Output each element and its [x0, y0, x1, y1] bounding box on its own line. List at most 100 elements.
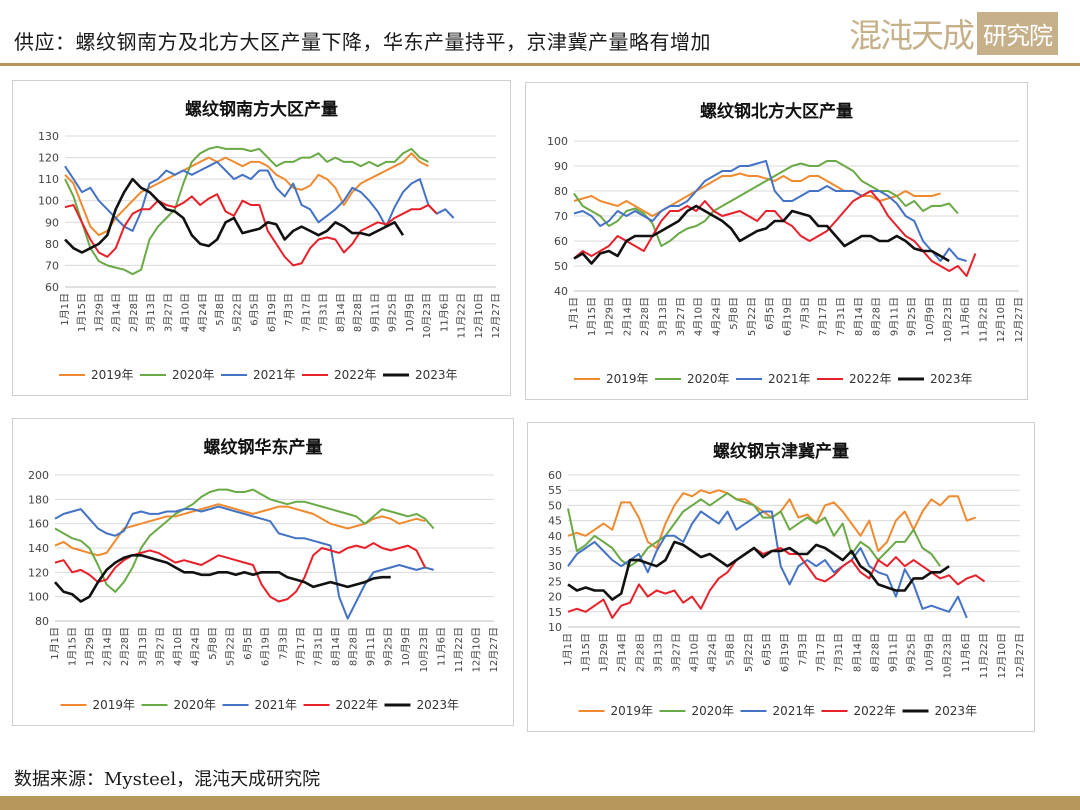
- x-tick-label: 2月14日: [616, 633, 628, 672]
- x-tick-label: 1月29日: [84, 627, 96, 666]
- legend-label-2022: 2022年: [336, 698, 379, 712]
- y-tick-label: 80: [45, 238, 59, 251]
- chart-title: 螺纹钢京津冀产量: [713, 441, 849, 462]
- y-tick-label: 10: [548, 621, 562, 634]
- x-tick-label: 7月3日: [277, 627, 289, 660]
- chart-south: 螺纹钢南方大区产量 60 70 80 90 100 110 120 130 1月1日 1月15日 1月…: [38, 99, 502, 382]
- legend-label-2021: 2021年: [253, 368, 296, 382]
- x-tick-label: 3月13日: [657, 297, 669, 336]
- chart-east: 螺纹钢华东产量 80 100 120 140 160 180 200 1月1日 1月15日 1月29…: [28, 437, 500, 712]
- x-tick-label: 3月13日: [145, 293, 157, 332]
- x-tick-label: 7月3日: [283, 293, 295, 326]
- legend-label-2023: 2023年: [935, 704, 978, 718]
- y-tick-label: 100: [547, 135, 568, 148]
- x-tick-label: 3月27日: [162, 293, 174, 332]
- x-tick-label: 1月15日: [586, 297, 598, 336]
- y-tick-label: 80: [35, 615, 49, 628]
- x-tick-label: 10月23日: [942, 297, 954, 342]
- x-tick-label: 2月28日: [128, 293, 140, 332]
- y-tick-label: 60: [45, 281, 59, 294]
- series-line-2023: [64, 177, 405, 254]
- legend-label-2022: 2022年: [854, 704, 897, 718]
- legend-label-2021: 2021年: [768, 372, 811, 386]
- y-tick-label: 30: [548, 560, 562, 573]
- series-line-2019: [54, 503, 426, 557]
- x-tick-label: 12月27日: [1014, 633, 1026, 678]
- x-tick-label: 4月24日: [189, 627, 201, 666]
- y-tick-label: 60: [554, 235, 568, 248]
- chart-panel-north: 螺纹钢北方大区产量 40 50 60 70 80 90 100 1月1日 1月15日 1月29日 2月…: [525, 82, 1028, 400]
- legend-label-2019: 2019年: [91, 368, 134, 382]
- x-tick-label: 10月23日: [418, 627, 430, 672]
- x-tick-label: 9月25日: [383, 627, 395, 666]
- legend-label-2022: 2022年: [334, 368, 377, 382]
- x-tick-label: 7月31日: [835, 297, 847, 336]
- page-title: 供应：螺纹钢南方及北方大区产量下降，华东产量持平，京津冀产量略有增加: [14, 30, 711, 54]
- legend-label-2020: 2020年: [174, 698, 217, 712]
- chart-title: 螺纹钢南方大区产量: [185, 99, 338, 120]
- series-line-2021: [64, 160, 455, 232]
- y-tick-label: 80: [554, 185, 568, 198]
- series-line-2022: [573, 190, 977, 277]
- x-tick-label: 12月10日: [996, 633, 1008, 678]
- data-source: 数据来源：Mysteel，混沌天成研究院: [14, 769, 321, 790]
- series-line-2020: [573, 160, 959, 247]
- x-tick-label: 12月10日: [995, 297, 1007, 342]
- x-tick-label: 3月27日: [670, 633, 682, 672]
- series-line-2020: [567, 492, 942, 568]
- y-tick-label: 40: [548, 530, 562, 543]
- y-tick-label: 200: [28, 469, 49, 482]
- x-tick-label: 2月14日: [102, 627, 114, 666]
- x-tick-label: 9月11日: [888, 297, 900, 336]
- series-line-2020: [54, 488, 435, 593]
- x-tick-label: 5月22日: [746, 297, 758, 336]
- x-tick-label: 5月22日: [743, 633, 755, 672]
- footer-bar: [0, 796, 1080, 810]
- x-tick-label: 4月10日: [180, 293, 192, 332]
- x-tick-label: 6月19日: [782, 297, 794, 336]
- x-tick-label: 2月28日: [634, 633, 646, 672]
- y-tick-label: 180: [28, 493, 49, 506]
- x-tick-label: 6月19日: [266, 293, 278, 332]
- x-tick-label: 8月14日: [853, 297, 865, 336]
- x-tick-label: 1月29日: [604, 297, 616, 336]
- x-tick-label: 10月9日: [924, 633, 936, 672]
- series-line-2021: [54, 505, 434, 620]
- x-tick-label: 5月8日: [725, 633, 737, 666]
- y-tick-label: 25: [548, 575, 562, 588]
- x-tick-label: 6月5日: [242, 627, 254, 660]
- x-tick-label: 1月29日: [598, 633, 610, 672]
- x-tick-label: 8月14日: [851, 633, 863, 672]
- x-tick-label: 4月24日: [707, 633, 719, 672]
- y-tick-label: 90: [554, 160, 568, 173]
- y-tick-label: 100: [38, 195, 59, 208]
- x-tick-label: 10月9日: [400, 627, 412, 666]
- y-tick-label: 110: [38, 173, 59, 186]
- brand-logo: 混沌天成 研究院: [849, 10, 1058, 56]
- x-tick-label: 7月31日: [833, 633, 845, 672]
- y-tick-label: 100: [28, 591, 49, 604]
- legend-label-2023: 2023年: [417, 698, 460, 712]
- header-divider: [0, 63, 1080, 66]
- x-tick-label: 4月10日: [689, 633, 701, 672]
- x-tick-label: 11月22日: [453, 627, 465, 672]
- x-tick-label: 7月31日: [318, 293, 330, 332]
- x-tick-label: 2月14日: [621, 297, 633, 336]
- x-tick-label: 1月15日: [76, 293, 88, 332]
- legend-label-2020: 2020年: [692, 704, 735, 718]
- x-tick-label: 5月8日: [207, 627, 219, 660]
- x-tick-label: 8月14日: [335, 293, 347, 332]
- x-tick-label: 7月31日: [312, 627, 324, 666]
- x-tick-label: 2月28日: [639, 297, 651, 336]
- x-tick-label: 5月22日: [225, 627, 237, 666]
- x-tick-label: 11月6日: [960, 633, 972, 672]
- x-tick-label: 3月13日: [137, 627, 149, 666]
- x-tick-label: 1月15日: [580, 633, 592, 672]
- x-tick-label: 12月10日: [473, 293, 485, 338]
- series-line-2023: [567, 540, 950, 601]
- x-tick-label: 6月19日: [779, 633, 791, 672]
- x-tick-label: 10月23日: [421, 293, 433, 338]
- x-tick-label: 5月8日: [728, 297, 740, 330]
- x-tick-label: 7月17日: [300, 293, 312, 332]
- x-tick-label: 1月1日: [49, 627, 61, 660]
